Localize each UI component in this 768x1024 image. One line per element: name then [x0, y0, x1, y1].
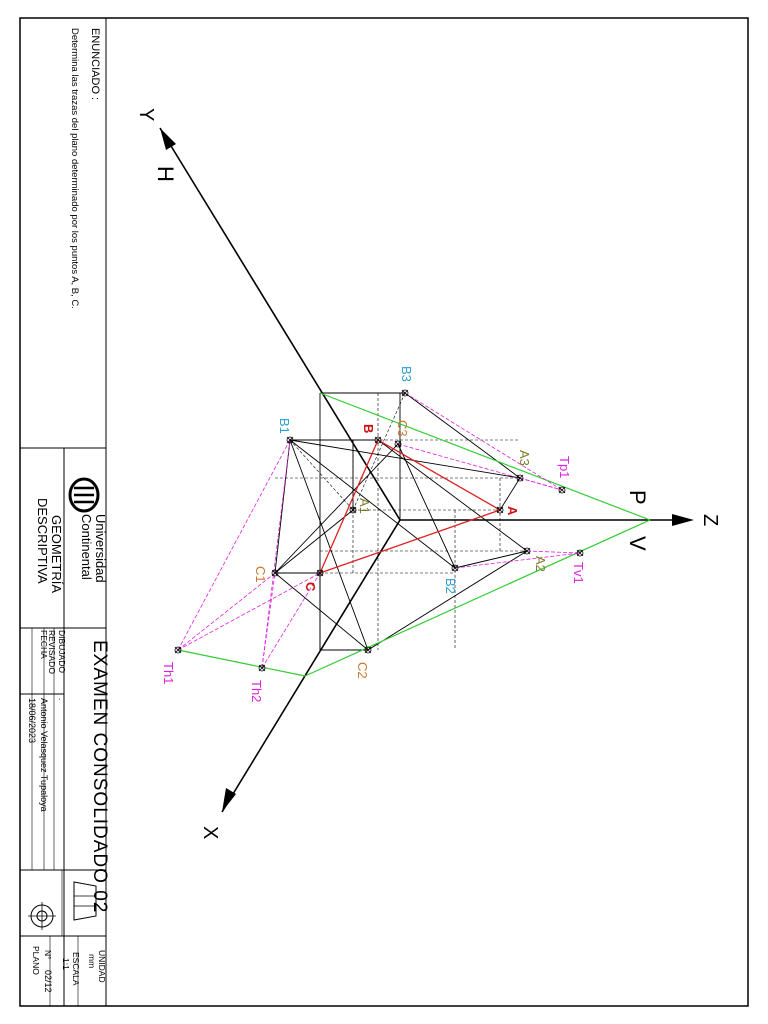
construction-dashed-lines	[275, 392, 527, 650]
marker-Tv1	[576, 549, 584, 557]
label-B: B	[361, 424, 376, 433]
enunciado-box: ENUNCIADO : Determina las trazas del pla…	[20, 18, 107, 1006]
dibujado-value: .	[57, 698, 67, 700]
escala-value: 1:1	[61, 958, 71, 970]
trace-horizontal	[177, 649, 306, 677]
label-C2: C2	[355, 662, 370, 679]
escala-label: ESCALA	[71, 952, 81, 986]
enunciado-title: ENUNCIADO :	[89, 28, 101, 100]
university-name-line2: Continental	[79, 514, 94, 580]
marker-Th1	[174, 646, 182, 654]
label-C: C	[303, 582, 318, 592]
marker-C3	[394, 440, 402, 448]
label-Th2: Th2	[249, 680, 264, 702]
exam-title: EXAMEN CONSOLIDADO 02	[89, 640, 110, 913]
course-name-line2: DESCRIPTIVA	[35, 498, 50, 584]
title-block: Universidad Continental GEOMETRÍA DESCRI…	[19, 448, 110, 1006]
marker-Tp1	[558, 486, 566, 494]
point-markers	[174, 389, 584, 672]
axis-label-x: X	[199, 826, 221, 839]
marker-A3	[516, 474, 524, 482]
trace-profile	[319, 392, 651, 521]
axis-z-arrow-icon	[672, 514, 694, 526]
label-B2: B2	[443, 578, 458, 594]
axis-label-z: Z	[699, 514, 721, 526]
axis-x	[221, 519, 401, 813]
label-A3: A3	[517, 450, 532, 466]
label-B3: B3	[399, 366, 414, 382]
label-A2: A2	[533, 556, 548, 572]
label-A1: A1	[357, 498, 372, 514]
plane-label-v: V	[625, 536, 650, 551]
marker-B3	[401, 389, 409, 397]
projection-box	[274, 392, 528, 651]
diagram	[159, 127, 694, 813]
axis-x-arrow-icon	[222, 788, 236, 812]
label-B1: B1	[277, 418, 292, 434]
trace-construction-lines	[177, 392, 581, 669]
unidad-value: mm	[87, 954, 97, 968]
label-C3: C3	[395, 420, 410, 437]
marker-C1	[271, 569, 279, 577]
marker-Th2	[258, 664, 266, 672]
revisado-value: Antonio Velasquez Tupaloya	[39, 698, 49, 812]
revisado-label: REVISADO	[47, 630, 57, 674]
sheet-border	[19, 17, 749, 1007]
marker-C	[316, 569, 324, 577]
axis-label-y: Y	[135, 108, 157, 121]
label-A: A	[505, 506, 520, 516]
marker-B1	[286, 436, 294, 444]
plano-number-value: 02/12	[43, 970, 53, 993]
course-name-line1: GEOMETRÍA	[49, 515, 64, 593]
first-angle-projection-icon	[28, 881, 97, 930]
marker-B2	[451, 564, 459, 572]
dibujado-label: DIBUJADO	[57, 630, 67, 673]
plano-number-label: N°	[43, 950, 53, 960]
marker-A2	[523, 547, 531, 555]
marker-B	[374, 436, 382, 444]
coordinate-axes	[159, 127, 690, 813]
plano-word: PLANO	[31, 946, 41, 975]
plane-traces	[177, 392, 651, 677]
university-name-line1: Universidad	[93, 514, 108, 583]
enunciado-text: Determina las trazas del plano determina…	[69, 28, 80, 309]
fecha-value: 18/06/2023	[27, 698, 37, 743]
fecha-label: FECHA	[39, 630, 49, 659]
triangle-abc	[319, 439, 501, 574]
label-Tp1: Tp1	[557, 456, 572, 478]
plane-label-h: H	[153, 166, 178, 182]
axis-y	[159, 127, 401, 521]
trace-vertical	[304, 519, 651, 677]
plane-label-p: P	[625, 490, 650, 505]
marker-C2	[364, 646, 372, 654]
axis-y-arrow-icon	[160, 128, 176, 150]
label-Th1: Th1	[161, 662, 176, 684]
label-C1: C1	[253, 566, 268, 583]
marker-A1	[349, 506, 357, 514]
label-Tv1: Tv1	[571, 562, 586, 584]
marker-A	[496, 506, 504, 514]
university-logo-icon	[68, 477, 100, 513]
unidad-label: UNIDAD	[97, 950, 107, 983]
